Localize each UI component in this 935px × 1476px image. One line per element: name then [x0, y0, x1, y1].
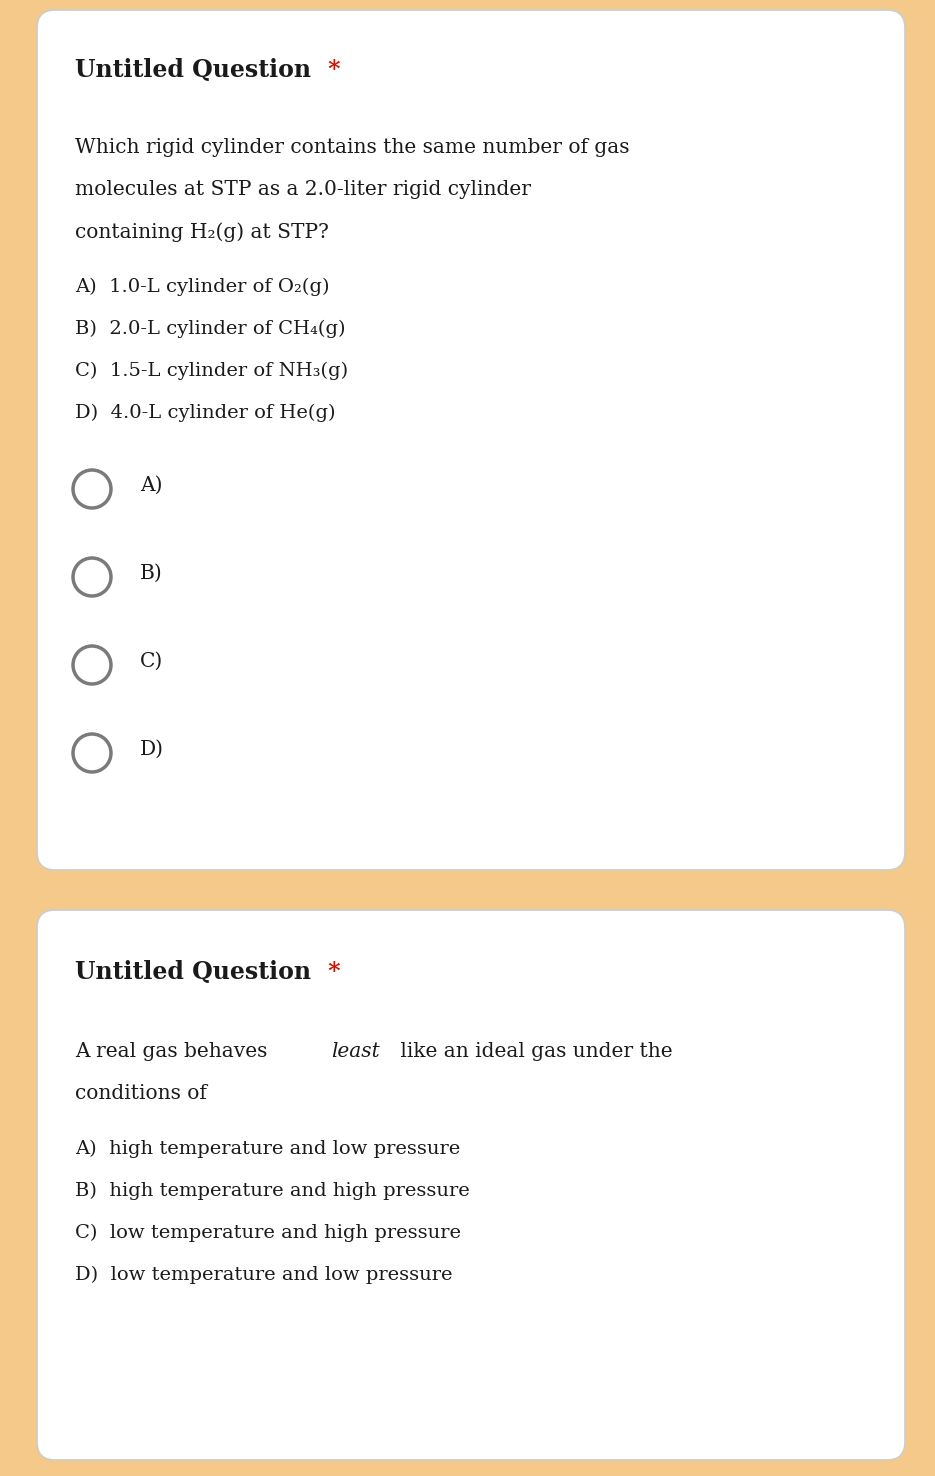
Text: Which rigid cylinder contains the same number of gas: Which rigid cylinder contains the same n… [75, 137, 629, 156]
Text: B): B) [140, 564, 163, 583]
FancyBboxPatch shape [37, 10, 905, 869]
Text: A)  1.0-L cylinder of O₂(g): A) 1.0-L cylinder of O₂(g) [75, 277, 329, 297]
Text: least: least [331, 1042, 381, 1061]
Text: *: * [320, 58, 340, 83]
Text: A)  high temperature and low pressure: A) high temperature and low pressure [75, 1139, 460, 1159]
Text: containing H₂(g) at STP?: containing H₂(g) at STP? [75, 221, 329, 242]
Text: B)  2.0-L cylinder of CH₄(g): B) 2.0-L cylinder of CH₄(g) [75, 320, 346, 338]
Text: like an ideal gas under the: like an ideal gas under the [395, 1042, 673, 1061]
Text: D)  low temperature and low pressure: D) low temperature and low pressure [75, 1266, 453, 1284]
Text: A): A) [140, 475, 163, 494]
Text: Untitled Question: Untitled Question [75, 959, 311, 984]
Text: Untitled Question: Untitled Question [75, 58, 311, 83]
Text: C)  low temperature and high pressure: C) low temperature and high pressure [75, 1224, 461, 1243]
Text: C)  1.5-L cylinder of NH₃(g): C) 1.5-L cylinder of NH₃(g) [75, 362, 348, 381]
Text: *: * [320, 959, 340, 984]
Text: conditions of: conditions of [75, 1083, 207, 1103]
FancyBboxPatch shape [37, 911, 905, 1460]
Text: B)  high temperature and high pressure: B) high temperature and high pressure [75, 1182, 469, 1200]
Text: C): C) [140, 652, 164, 672]
Text: D)  4.0-L cylinder of He(g): D) 4.0-L cylinder of He(g) [75, 404, 336, 422]
Text: A real gas behaves: A real gas behaves [75, 1042, 274, 1061]
Text: D): D) [140, 739, 164, 759]
Text: molecules at STP as a 2.0-liter rigid cylinder: molecules at STP as a 2.0-liter rigid cy… [75, 180, 531, 199]
